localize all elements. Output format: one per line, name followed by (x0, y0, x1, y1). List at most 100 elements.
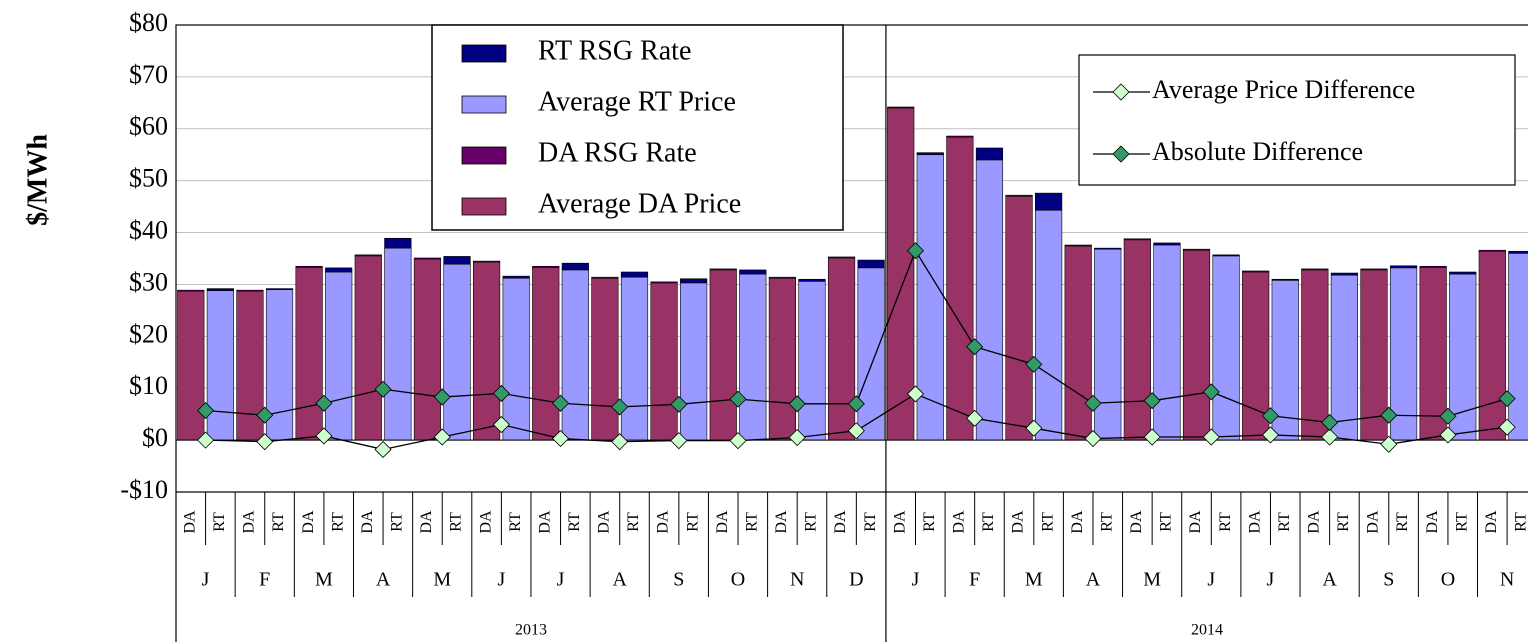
y-axis-label: $/MWh (22, 134, 53, 226)
x-tick-label: RT (211, 512, 228, 532)
legend-swatch (461, 146, 507, 165)
bar (384, 237, 412, 249)
x-tick-label: DA (1246, 510, 1263, 534)
marker (1439, 426, 1457, 444)
bar (857, 267, 885, 441)
bar (887, 107, 915, 441)
bar (1005, 194, 1033, 197)
month-label: M (1025, 569, 1043, 591)
bar (798, 278, 826, 282)
marker (1025, 355, 1043, 373)
x-tick-label: RT (389, 512, 406, 532)
marker (670, 432, 688, 450)
legend-label: Average RT Price (538, 86, 736, 117)
bar (413, 258, 442, 441)
bar (532, 265, 560, 268)
x-tick-label: DA (596, 510, 613, 534)
x-tick-label: DA (359, 510, 376, 534)
month-label: A (1322, 569, 1337, 591)
bar (709, 269, 737, 441)
month-label: S (673, 569, 684, 591)
marker (433, 388, 451, 406)
marker (1498, 418, 1516, 436)
month-label: N (790, 569, 804, 591)
x-tick-label: RT (329, 512, 346, 532)
marker (1143, 392, 1161, 410)
bar (827, 257, 856, 441)
year-label: 2014 (1191, 622, 1223, 639)
bar (561, 262, 589, 271)
x-tick-label: DA (241, 510, 258, 534)
bar (739, 273, 767, 441)
month-label: J (1267, 569, 1275, 591)
month-label: N (1500, 569, 1514, 591)
bar (739, 269, 767, 275)
bar (1035, 209, 1063, 441)
x-tick-label: DA (1010, 510, 1027, 534)
x-tick-label: RT (1394, 512, 1411, 532)
marker (492, 384, 510, 402)
marker (1380, 406, 1398, 424)
bar (827, 256, 856, 259)
marker (1143, 428, 1161, 446)
bar (325, 267, 353, 273)
x-tick-label: RT (1453, 512, 1470, 532)
bar (1360, 268, 1388, 271)
legend-label: DA RSG Rate (538, 137, 697, 168)
bar (620, 276, 649, 441)
x-tick-label: RT (1217, 512, 1234, 532)
bar (443, 256, 471, 265)
x-tick-label: DA (477, 510, 494, 534)
bar (472, 260, 501, 263)
bar (1478, 249, 1506, 252)
bar (591, 277, 619, 441)
month-label: O (1441, 569, 1455, 591)
x-tick-label: RT (921, 512, 938, 532)
bar (946, 136, 974, 441)
bar (325, 271, 353, 441)
month-label: M (433, 569, 451, 591)
bar (561, 269, 589, 441)
x-tick-label: DA (1128, 510, 1145, 534)
bar (1123, 239, 1151, 441)
bar (1212, 255, 1240, 441)
bar (1449, 271, 1477, 275)
month-label: J (1207, 569, 1215, 591)
x-tick-label: RT (1098, 512, 1115, 532)
bar (1035, 192, 1063, 211)
year-label: 2013 (515, 622, 547, 639)
marker (1321, 413, 1339, 432)
y-tick-label: $30 (129, 267, 168, 296)
x-tick-label: DA (1365, 510, 1382, 534)
marker (788, 428, 806, 447)
marker (670, 395, 688, 413)
month-label: J (202, 569, 210, 591)
legend-marker (1112, 83, 1130, 101)
bar (532, 267, 560, 441)
bar (1153, 242, 1181, 246)
bar (1064, 244, 1092, 247)
bar (680, 278, 708, 284)
x-tick-label: DA (891, 510, 908, 534)
legend-label: Absolute Difference (1152, 137, 1363, 166)
marker (1261, 407, 1280, 425)
marker (1202, 428, 1220, 446)
marker (1321, 428, 1339, 446)
month-label: J (497, 569, 505, 591)
bar (1153, 244, 1181, 441)
x-tick-label: DA (181, 510, 198, 534)
month-label: J (912, 569, 920, 591)
x-tick-label: RT (1276, 512, 1293, 532)
marker (1439, 407, 1457, 425)
month-label: J (557, 569, 565, 591)
bar (354, 255, 382, 441)
marker (197, 431, 215, 449)
marker (315, 394, 333, 412)
bar (709, 268, 737, 271)
legend-label: Average DA Price (538, 188, 741, 219)
bar (177, 289, 205, 292)
y-tick-label: -$10 (120, 475, 168, 504)
x-tick-label: DA (300, 510, 317, 534)
x-tick-label: RT (448, 512, 465, 532)
marker (256, 406, 274, 424)
